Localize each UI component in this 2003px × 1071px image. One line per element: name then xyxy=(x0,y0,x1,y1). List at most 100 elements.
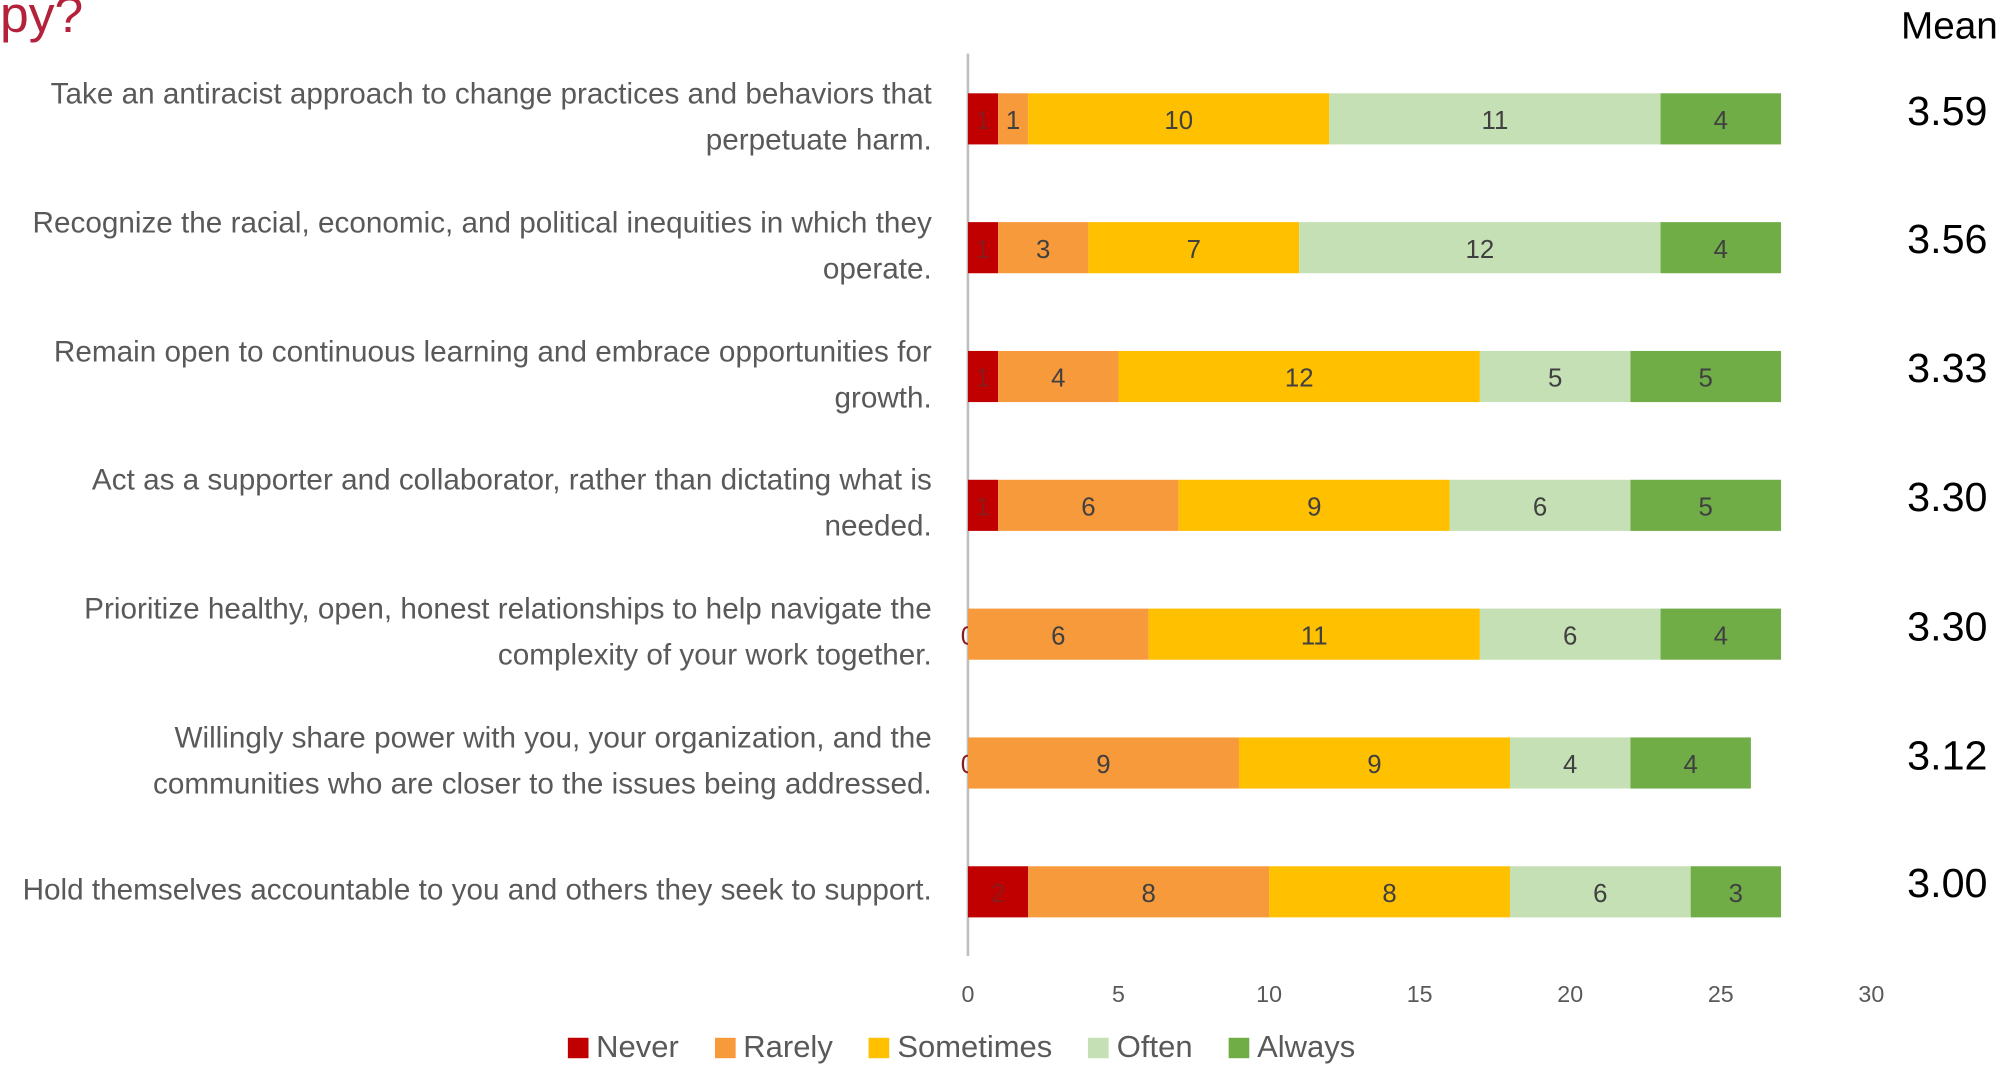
legend-label: Never xyxy=(596,1030,679,1065)
bar-segment xyxy=(967,222,999,274)
category-label: Willingly share power with you, your org… xyxy=(153,720,932,801)
value-label: 4 xyxy=(1714,236,1728,264)
bar-segment xyxy=(998,93,1029,145)
value-label: 4 xyxy=(1714,622,1728,650)
category-label: Hold themselves accountable to you and o… xyxy=(22,872,932,906)
bar-segment xyxy=(967,350,999,403)
value-label: 5 xyxy=(1699,494,1713,522)
category-label: Act as a supporter and collaborator, rat… xyxy=(91,463,932,543)
value-label: 1 xyxy=(976,365,990,393)
legend-item: Never xyxy=(567,1030,679,1066)
bar-segment xyxy=(967,93,999,145)
x-tick-label: 15 xyxy=(1407,981,1433,1007)
value-label: 6 xyxy=(1051,622,1065,650)
category-label: Prioritize healthy, open, honest relatio… xyxy=(84,591,932,672)
bar-segment xyxy=(1269,866,1510,918)
x-tick-label: 30 xyxy=(1858,981,1884,1007)
value-label: 11 xyxy=(1482,107,1509,135)
legend-label: Always xyxy=(1257,1030,1356,1065)
x-tick-label: 25 xyxy=(1708,981,1734,1007)
legend-swatch xyxy=(1088,1037,1110,1059)
value-label: 1 xyxy=(976,107,990,135)
value-label: 10 xyxy=(1164,107,1193,135)
category-label: Recognize the racial, economic, and poli… xyxy=(32,205,932,285)
bar-segment xyxy=(1630,737,1751,789)
legend: Never Rarely Sometimes Often Always xyxy=(0,1030,1923,1066)
bar-segment xyxy=(1329,93,1661,145)
value-label: 2 xyxy=(991,880,1005,908)
value-label: 3 xyxy=(1036,236,1050,264)
bar-segment xyxy=(1148,608,1480,660)
mean-value: 3.30 xyxy=(1907,474,1988,521)
value-label: 6 xyxy=(1563,622,1577,650)
bar-segment xyxy=(967,866,1029,918)
bar-segment xyxy=(1088,222,1300,274)
legend-label: Rarely xyxy=(743,1030,833,1065)
category-label: Take an antiracist approach to change pr… xyxy=(50,76,932,156)
legend-swatch xyxy=(1228,1037,1250,1059)
bar-segment xyxy=(1690,866,1782,918)
bar-segment xyxy=(967,737,1239,789)
value-label: 4 xyxy=(1051,365,1065,393)
bar-segment xyxy=(967,608,1149,660)
bar-segment xyxy=(1509,737,1631,789)
legend-item: Sometimes xyxy=(868,1030,1053,1066)
bar-segment xyxy=(1660,608,1782,660)
bar-segment xyxy=(1178,479,1450,531)
value-label: 12 xyxy=(1466,236,1495,264)
x-tick-label: 5 xyxy=(1112,981,1125,1007)
mean-value: 3.30 xyxy=(1907,602,1988,649)
mean-value: 3.59 xyxy=(1907,87,1988,134)
bar-segment xyxy=(1660,222,1782,274)
mean-value: 3.33 xyxy=(1907,345,1988,392)
value-label: 4 xyxy=(1683,751,1697,779)
value-label: 4 xyxy=(1563,751,1577,779)
legend-swatch xyxy=(868,1037,890,1059)
bar-segment xyxy=(1479,350,1631,403)
title: py? xyxy=(0,0,84,44)
value-label: 12 xyxy=(1285,365,1314,393)
legend-label: Often xyxy=(1116,1030,1193,1065)
bar-segment xyxy=(1118,350,1480,403)
bar-segment xyxy=(1299,222,1661,274)
bar-segment xyxy=(1660,93,1782,145)
value-label: 4 xyxy=(1714,107,1728,135)
bar-segment xyxy=(967,479,999,531)
legend-swatch xyxy=(567,1037,589,1059)
value-label: 11 xyxy=(1301,622,1328,650)
legend-item: Rarely xyxy=(714,1030,833,1066)
mean-value: 3.00 xyxy=(1907,860,1988,907)
legend-item: Often xyxy=(1088,1030,1193,1066)
mean-header: Mean xyxy=(1900,5,1998,48)
bar-segment xyxy=(1630,350,1782,403)
value-label: 6 xyxy=(1081,494,1095,522)
value-label: 5 xyxy=(1699,365,1713,393)
value-label: 5 xyxy=(1548,365,1562,393)
bar-segment xyxy=(1028,866,1270,918)
bar-segment xyxy=(1509,866,1691,918)
value-label: 3 xyxy=(1729,880,1743,908)
value-label: 9 xyxy=(1367,751,1381,779)
mean-value: 3.12 xyxy=(1907,731,1988,778)
bar-segment xyxy=(1449,479,1631,531)
bar-segment xyxy=(998,479,1179,531)
x-tick-label: 0 xyxy=(961,981,974,1007)
x-tick-label: 20 xyxy=(1557,981,1583,1007)
bar-segment xyxy=(998,350,1119,403)
value-label: 1 xyxy=(1006,107,1020,135)
x-tick-label: 10 xyxy=(1256,981,1282,1007)
value-label: 7 xyxy=(1187,236,1201,264)
legend-label: Sometimes xyxy=(897,1030,1053,1065)
value-label: 8 xyxy=(1141,880,1155,908)
value-label: 6 xyxy=(1593,880,1607,908)
value-label: 1 xyxy=(976,236,990,264)
bar-segment xyxy=(1630,479,1782,531)
value-label: 1 xyxy=(976,494,990,522)
value-label: 9 xyxy=(1307,494,1321,522)
bar-segment xyxy=(1028,93,1330,145)
bar-segment xyxy=(998,222,1089,274)
value-label: 9 xyxy=(1096,751,1110,779)
category-label: Remain open to continuous learning and e… xyxy=(53,334,932,414)
